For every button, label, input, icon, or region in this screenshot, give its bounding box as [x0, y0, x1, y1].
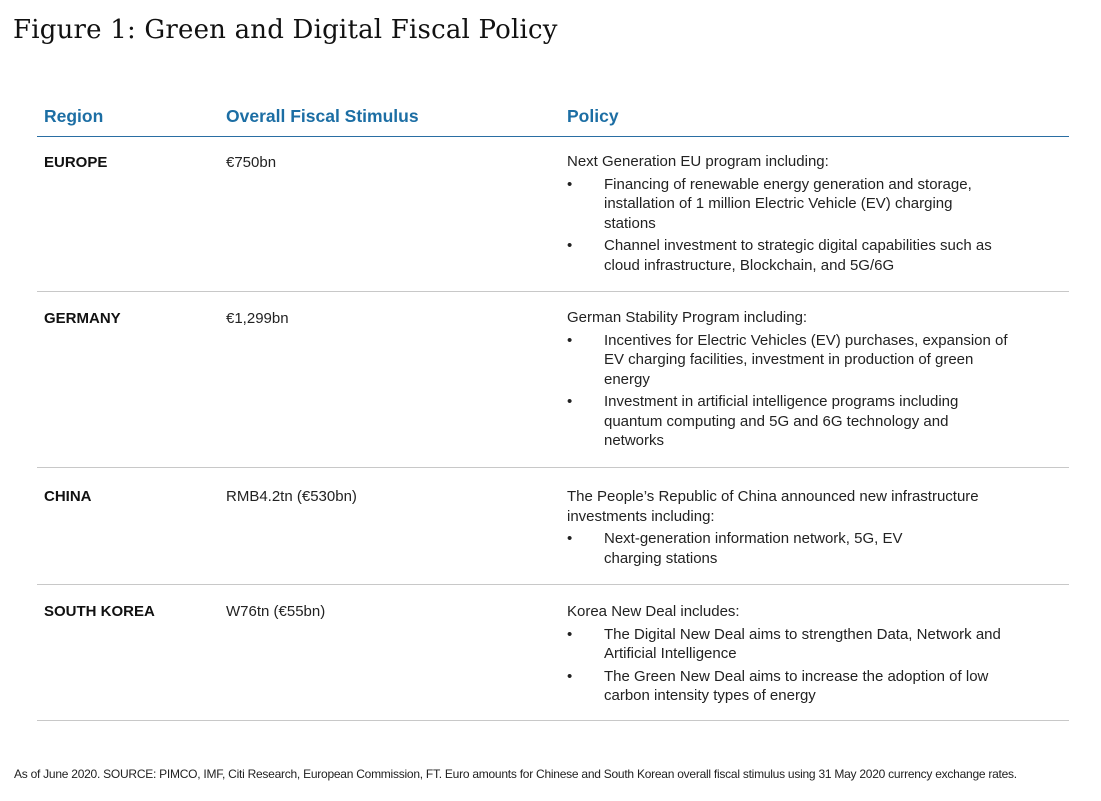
table-row-china: CHINA RMB4.2tn (€530bn) The People’s Rep…	[37, 468, 1069, 585]
figure-title: Figure 1: Green and Digital Fiscal Polic…	[13, 15, 558, 45]
policy-intro: Korea New Deal includes:	[567, 603, 740, 620]
policy-bullet: • Next-generation information network, 5…	[567, 529, 1017, 568]
policy-bullet-list: • Financing of renewable energy generati…	[567, 175, 1017, 276]
policy-cell: The People’s Republic of China announced…	[567, 487, 1017, 568]
stimulus-cell: RMB4.2tn (€530bn)	[226, 488, 357, 505]
policy-bullet: • The Green New Deal aims to increase th…	[567, 667, 1017, 706]
policy-intro: The People’s Republic of China announced…	[567, 488, 979, 525]
header-fiscal-stimulus: Overall Fiscal Stimulus	[226, 106, 419, 126]
bullet-icon: •	[567, 625, 573, 643]
stimulus-cell: €750bn	[226, 154, 277, 171]
policy-bullet: • Incentives for Electric Vehicles (EV) …	[567, 331, 1017, 390]
stimulus-cell: €1,299bn	[226, 310, 289, 327]
policy-intro: Next Generation EU program including:	[567, 153, 829, 170]
policy-cell: Korea New Deal includes: • The Digital N…	[567, 602, 1017, 706]
bullet-text: Next-generation information network, 5G,…	[604, 530, 903, 567]
fiscal-policy-table: Region Overall Fiscal Stimulus Policy EU…	[37, 100, 1069, 721]
bullet-icon: •	[567, 667, 573, 685]
table-row-germany: GERMANY €1,299bn German Stability Progra…	[37, 292, 1069, 468]
region-cell: SOUTH KOREA	[44, 603, 155, 620]
policy-bullet: • The Digital New Deal aims to strengthe…	[567, 625, 1017, 664]
region-cell: CHINA	[44, 488, 92, 505]
source-footnote: As of June 2020. SOURCE: PIMCO, IMF, Cit…	[14, 767, 1017, 781]
table-header-row: Region Overall Fiscal Stimulus Policy	[37, 100, 1069, 137]
bullet-icon: •	[567, 237, 573, 254]
policy-bullet-list: • Incentives for Electric Vehicles (EV) …	[567, 331, 1017, 451]
bullet-text: Financing of renewable energy generation…	[604, 175, 972, 232]
policy-bullet: • Channel investment to strategic digita…	[567, 236, 1017, 275]
bullet-text: Incentives for Electric Vehicles (EV) pu…	[604, 331, 1008, 388]
header-policy: Policy	[567, 106, 619, 126]
bullet-icon: •	[567, 530, 573, 547]
region-cell: GERMANY	[44, 310, 121, 327]
bullet-icon: •	[567, 175, 573, 193]
policy-cell: German Stability Program including: • In…	[567, 308, 1017, 451]
bullet-text: Investment in artificial intelligence pr…	[604, 393, 959, 449]
header-region: Region	[44, 106, 104, 126]
policy-bullet-list: • Next-generation information network, 5…	[567, 529, 1017, 568]
bullet-text: The Green New Deal aims to increase the …	[604, 667, 989, 705]
bullet-icon: •	[567, 393, 573, 410]
policy-cell: Next Generation EU program including: • …	[567, 152, 1017, 275]
bullet-text: Channel investment to strategic digital …	[604, 237, 992, 274]
policy-bullet-list: • The Digital New Deal aims to strengthe…	[567, 625, 1017, 706]
table-row-europe: EUROPE €750bn Next Generation EU program…	[37, 137, 1069, 292]
policy-intro: German Stability Program including:	[567, 309, 808, 326]
bullet-text: The Digital New Deal aims to strengthen …	[604, 625, 1001, 663]
table-row-south-korea: SOUTH KOREA W76tn (€55bn) Korea New Deal…	[37, 585, 1069, 721]
stimulus-cell: W76tn (€55bn)	[226, 603, 326, 620]
region-cell: EUROPE	[44, 154, 108, 171]
policy-bullet: • Financing of renewable energy generati…	[567, 175, 1017, 234]
bullet-icon: •	[567, 331, 573, 349]
policy-bullet: • Investment in artificial intelligence …	[567, 392, 1017, 451]
